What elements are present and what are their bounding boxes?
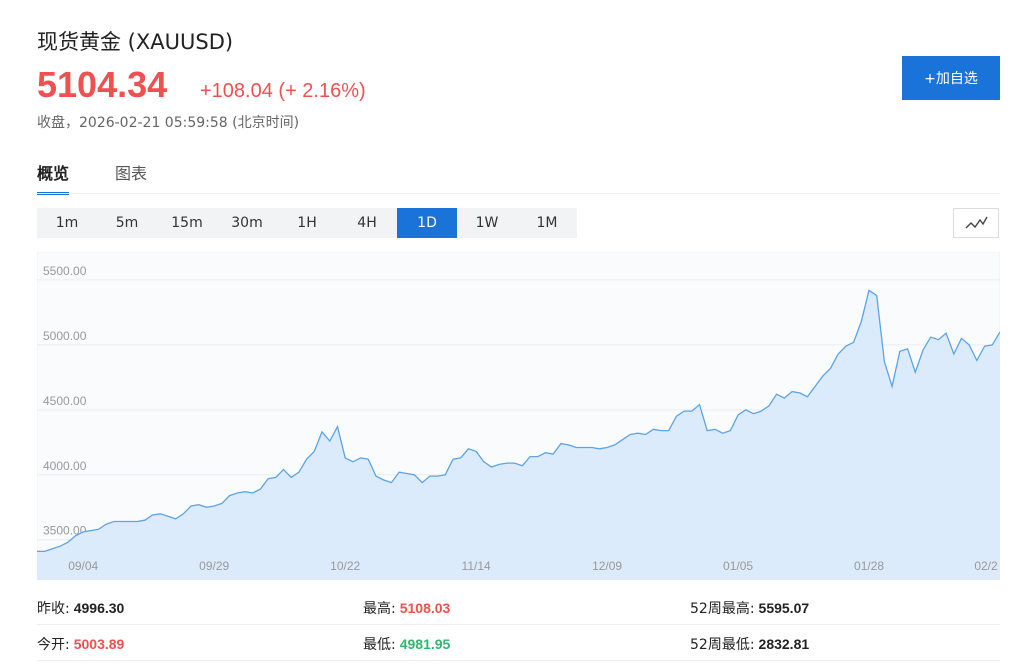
x-tick-label: 09/04 (68, 559, 98, 573)
stat: 昨收: 4996.30 (37, 598, 124, 618)
divider (37, 193, 1000, 194)
tab[interactable]: 图表 (115, 164, 148, 183)
chart: 3500.00 4000.00 4500.00 5000.00 5500.00 09/04… (37, 252, 1000, 580)
period-button[interactable]: 1W (475, 215, 499, 231)
watch-button[interactable]: +加自选 (902, 56, 1000, 100)
y-tick-label: 5500.00 (43, 264, 87, 278)
stats-row (37, 588, 1000, 625)
price-change: +108.04 (+ 2.16%) (200, 80, 366, 102)
x-tick-label: 12/09 (592, 559, 622, 573)
period-button[interactable]: 5m (115, 215, 139, 231)
period-button[interactable]: 4H (357, 215, 377, 231)
stat-value: 4981.95 (399, 636, 451, 652)
stat-label: 昨收: (37, 601, 70, 617)
period-button[interactable]: 1D (397, 208, 457, 238)
x-tick-label: 02/2 (974, 559, 998, 573)
y-tick-label: 5000.00 (43, 329, 87, 343)
period-bar: 1m 5m 15m 30m 1H 4H 1D 1W 1M (37, 208, 577, 238)
period-button[interactable]: 1M (536, 215, 558, 231)
stat: 今开: 5003.89 (37, 634, 124, 654)
period-button[interactable]: 30m (231, 215, 263, 231)
stat-label: 今开: (37, 637, 70, 653)
y-tick-label: 3500.00 (43, 524, 87, 538)
price: 5104.34 (37, 64, 168, 105)
stat-value: 5595.07 (758, 600, 810, 616)
stat-value: 5108.03 (399, 600, 451, 616)
icon (965, 216, 988, 229)
tab[interactable]: 概览 (37, 160, 70, 195)
area-fill (37, 290, 1000, 580)
stat-label: 最高: (363, 601, 396, 617)
y-tick-label: 4500.00 (43, 394, 87, 408)
stat: 最高: 5108.03 (363, 598, 450, 618)
stat-label: 52周最低: (690, 637, 755, 653)
x-tick-label: 01/05 (723, 559, 753, 573)
x-tick-label: 10/22 (330, 559, 360, 573)
period-button[interactable]: 15m (171, 215, 203, 231)
stat-value: 4996.30 (73, 600, 125, 616)
status: 收盘，2026-02-21 05:59:58 (北京时间) (37, 115, 300, 131)
title: 现货黄金 (XAUUSD) (37, 30, 234, 54)
stat: 52周最低: 2832.81 (690, 634, 809, 654)
stat-label: 52周最高: (690, 601, 755, 617)
period-button[interactable]: 1m (55, 215, 79, 231)
period-button[interactable]: 1H (297, 215, 317, 231)
stat-label: 最低: (363, 637, 396, 653)
stat: 最低: 4981.95 (363, 634, 450, 654)
line (37, 289, 1000, 553)
x-tick-label: 11/14 (462, 559, 491, 573)
y-tick-label: 4000.00 (43, 459, 87, 473)
stat: 52周最高: 5595.07 (690, 598, 809, 618)
stat-value: 2832.81 (758, 636, 810, 652)
stats-row (37, 624, 1000, 661)
stat-value: 5003.89 (73, 636, 125, 652)
x-tick-label: 09/29 (199, 559, 229, 573)
chart-type-button[interactable] (953, 208, 999, 238)
x-tick-label: 01/28 (854, 559, 884, 573)
